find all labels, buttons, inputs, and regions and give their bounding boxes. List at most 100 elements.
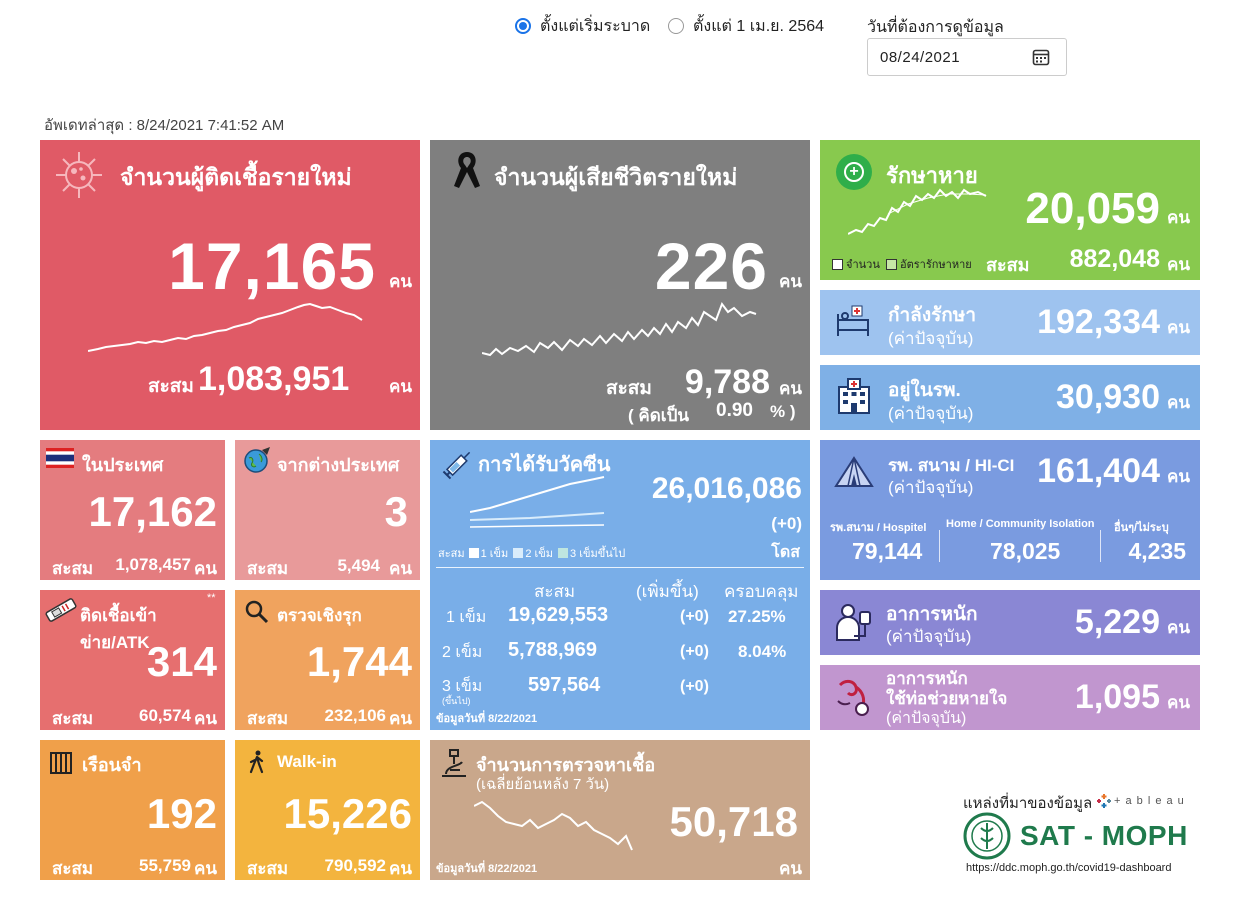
field-title: รพ. สนาม / HI-CI (888, 456, 1015, 475)
date-input[interactable]: 08/24/2021 (867, 38, 1067, 76)
tableau-wordmark: + a b l e a u (1114, 795, 1185, 807)
recovered-cum-unit: คน (1167, 255, 1190, 274)
plus-circle-icon: + (836, 154, 872, 190)
hospital-bed-icon (834, 304, 874, 340)
imported-card[interactable]: จากต่างประเทศ 3 สะสม 5,494 คน (235, 440, 420, 580)
calendar-icon[interactable] (1032, 48, 1050, 66)
new-cases-cum-unit: คน (389, 377, 412, 396)
source-url[interactable]: https://ddc.moph.go.th/covid19-dashboard (966, 862, 1172, 874)
severe-sub: (ค่าปัจจุบัน) (886, 627, 972, 646)
radio-since-outbreak[interactable]: ตั้งแต่เริ่มระบาด (515, 16, 650, 36)
prison-cum-value: 55,759 (139, 856, 191, 875)
field-hospital-card[interactable]: รพ. สนาม / HI-CI (ค่าปัจจุบัน) 161,404 ค… (820, 440, 1200, 580)
checkbox-icon[interactable] (468, 548, 479, 558)
hospital-title: อยู่ในรพ. (888, 380, 961, 401)
atk-cum-label: สะสม (52, 709, 94, 728)
vaccine-total: 26,016,086 (651, 472, 802, 505)
prison-title: เรือนจำ (82, 755, 142, 775)
vaccine-row-dose2-inc: (+0) (680, 643, 709, 660)
vaccine-row-dose2-label: 2 เข็ม (442, 644, 483, 661)
severe-unit: คน (1167, 618, 1190, 637)
vaccine-row-dose3-label: 3 เข็ม (442, 678, 483, 695)
vaccine-trend-chart (470, 476, 605, 528)
deaths-value: 226 (654, 229, 768, 303)
hospital-card[interactable]: อยู่ในรพ. (ค่าปัจจุบัน) 30,930 คน (820, 365, 1200, 430)
hospital-sub: (ค่าปัจจุบัน) (888, 404, 974, 423)
treating-card[interactable]: กำลังรักษา (ค่าปัจจุบัน) 192,334 คน (820, 290, 1200, 355)
treating-value: 192,334 (1037, 303, 1160, 341)
deaths-cum-value: 9,788 (684, 363, 770, 401)
deaths-cum-unit: คน (779, 379, 802, 398)
thai-flag-icon (46, 448, 74, 468)
field-col-home-label: Home / Community Isolation (946, 518, 1095, 530)
vaccine-title: การได้รับวัคซีน (478, 454, 611, 476)
walkin-value: 15,226 (283, 790, 412, 837)
legend-dose3-label: 3 เข็มขึ้นไป (570, 548, 626, 560)
new-cases-unit: คน (389, 272, 412, 291)
recovered-cum-label: สะสม (986, 255, 1030, 275)
severe-value: 5,229 (1074, 603, 1160, 641)
legend-count-label: จำนวน (846, 259, 880, 271)
ventilator-title1: อาการหนัก (886, 669, 968, 688)
checkbox-icon (886, 258, 897, 270)
field-col-home-value: 78,025 (990, 538, 1061, 564)
imported-cum-unit: คน (389, 559, 412, 578)
recovered-cum-value: 882,048 (1069, 245, 1160, 273)
active-panel[interactable]: ตรวจเชิงรุก 1,744 สะสม 232,106 คน (235, 590, 420, 730)
walkin-cum-unit: คน (389, 859, 412, 878)
deaths-rate-prefix: ( คิดเป็น (628, 406, 690, 425)
atk-panel[interactable]: ติดเชื้อเข้าข่าย/ATK ** 314 สะสม 60,574 … (40, 590, 225, 730)
vaccine-row-dose1-label: 1 เข็ม (446, 609, 487, 626)
legend-rate-label: อัตรารักษาหาย (900, 259, 972, 271)
deaths-unit: คน (779, 272, 802, 291)
field-col-other-label: อื่นๆ/ไม่ระบุ (1114, 522, 1169, 534)
recovered-value: 20,059 (1025, 184, 1160, 233)
new-cases-cum-label: สะสม (148, 376, 194, 397)
legend-count[interactable]: จำนวน (832, 255, 880, 273)
walkin-card[interactable]: Walk-in 15,226 สะสม 790,592 คน (235, 740, 420, 880)
tent-icon (834, 454, 874, 490)
active-cum-unit: คน (389, 709, 412, 728)
vaccine-row-dose3-sub: (ขึ้นไป) (442, 696, 471, 706)
prison-card[interactable]: เรือนจำ 192 สะสม 55,759 คน (40, 740, 225, 880)
deaths-trend-chart (482, 301, 757, 357)
vaccine-divider (436, 567, 804, 568)
field-col-hospitel-label: รพ.สนาม / Hospitel (830, 522, 927, 534)
domestic-title: ในประเทศ (82, 455, 164, 475)
atk-cum-unit: คน (194, 709, 217, 728)
checkbox-icon[interactable] (513, 548, 524, 558)
source-label: แหล่งที่มาของข้อมูล (963, 795, 1093, 812)
last-updated: อัพเดทล่าสุด : 8/24/2021 7:41:52 AM (44, 117, 285, 134)
atk-card[interactable]: ติดเชื้อเข้าข่าย/ATK ** 314 สะสม 60,574 … (40, 590, 420, 730)
field-divider (939, 530, 940, 562)
legend-rate[interactable]: อัตรารักษาหาย (886, 255, 972, 273)
treating-title: กำลังรักษา (888, 305, 976, 326)
new-cases-card[interactable]: จำนวนผู้ติดเชื้อรายใหม่ 17,165 คน สะสม 1… (40, 140, 420, 430)
walkin-cum-label: สะสม (247, 859, 289, 878)
tests-card[interactable]: จำนวนการตรวจหาเชื้อ (เฉลี่ยย้อนหลัง 7 วั… (430, 740, 810, 880)
field-sub: (ค่าปัจจุบัน) (888, 478, 974, 497)
radio-since-april[interactable]: ตั้งแต่ 1 เม.ย. 2564 (668, 16, 824, 36)
imported-title: จากต่างประเทศ (277, 455, 400, 475)
vaccine-row-dose1-cov: 27.25% (728, 607, 786, 626)
checkbox-icon[interactable] (558, 548, 569, 558)
active-value: 1,744 (306, 638, 412, 685)
atk-value: 314 (146, 638, 217, 685)
recovered-card[interactable]: + รักษาหาย 20,059 คน จำนวน อัตรารักษาหาย… (820, 140, 1200, 280)
recovered-trend-chart (848, 188, 987, 235)
vaccine-delta: (+0) (771, 514, 802, 533)
severe-card[interactable]: อาการหนัก (ค่าปัจจุบัน) 5,229 คน (820, 590, 1200, 655)
vaccine-card[interactable]: การได้รับวัคซีน 26,016,086 (+0) โดส สะสม… (430, 440, 810, 730)
imported-value: 3 (384, 488, 408, 535)
new-cases-trend-chart (88, 302, 363, 352)
field-divider (1100, 530, 1101, 562)
globe-plane-icon (243, 446, 271, 474)
vaccine-legend: สะสม 1 เข็ม 2 เข็ม 3 เข็มขึ้นไป (438, 544, 625, 562)
severe-title: อาการหนัก (886, 604, 978, 625)
domestic-card[interactable]: ในประเทศ 17,162 สะสม 1,078,457 คน (40, 440, 225, 580)
tests-note: ข้อมูลวันที่ 8/22/2021 (436, 863, 538, 875)
deaths-card[interactable]: จำนวนผู้เสียชีวิตรายใหม่ 226 คน สะสม 9,7… (430, 140, 810, 430)
new-cases-title: จำนวนผู้ติดเชื้อรายใหม่ (120, 164, 352, 190)
ventilator-card[interactable]: อาการหนัก ใช้ท่อช่วยหายใจ (ค่าปัจจุบัน) … (820, 665, 1200, 730)
field-unit: คน (1167, 467, 1190, 486)
